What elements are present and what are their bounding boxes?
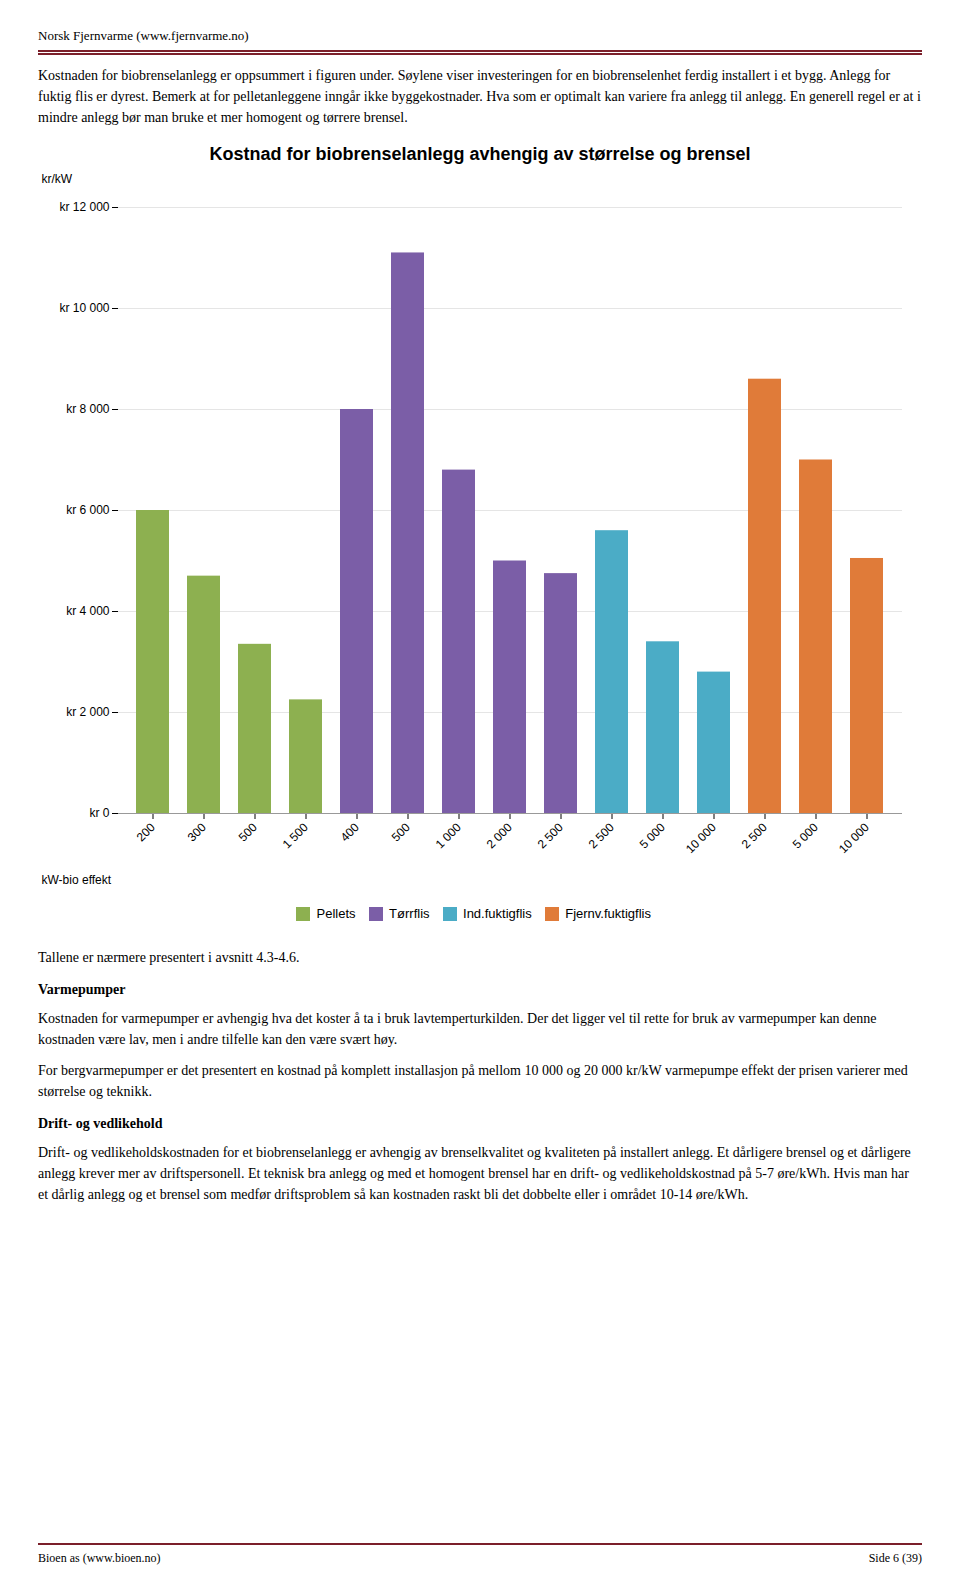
- svg-text:400: 400: [338, 820, 362, 844]
- svg-text:kr 4 000: kr 4 000: [66, 604, 110, 618]
- html-text:Ind.fuktigflis: Ind.fuktigflis: [463, 906, 532, 921]
- svg-text:2 000: 2 000: [484, 820, 515, 851]
- html-text:Drift- og vedlikeholdskostnade: Drift- og vedlikeholdskostnaden for et b…: [38, 1144, 911, 1202]
- svg-text:kr 10 000: kr 10 000: [59, 301, 109, 315]
- html-text:Pellets: Pellets: [316, 906, 356, 921]
- svg-text:kr 6 000: kr 6 000: [66, 503, 110, 517]
- svg-text:10 000: 10 000: [683, 820, 719, 856]
- svg-text:kr 12 000: kr 12 000: [59, 200, 109, 214]
- svg-text:200: 200: [134, 820, 158, 844]
- html-text:Bioen as (www.bioen.no): Bioen as (www.bioen.no): [38, 1551, 161, 1565]
- svg-text:2 500: 2 500: [586, 820, 617, 851]
- svg-text:kr/kW: kr/kW: [42, 172, 73, 186]
- html-text:Kostnaden for biobrenselanlegg: Kostnaden for biobrenselanlegg er oppsum…: [38, 68, 921, 125]
- svg-text:kW-bio effekt: kW-bio effekt: [42, 873, 112, 887]
- svg-text:10 000: 10 000: [836, 820, 872, 856]
- html-text:Tallene er nærmere presentert: Tallene er nærmere presentert i avsnitt …: [38, 949, 300, 965]
- svg-text:2 500: 2 500: [739, 820, 770, 851]
- html-text:Tørrflis: Tørrflis: [389, 906, 430, 921]
- html-text:Norsk Fjernvarme (www.fjernvar: Norsk Fjernvarme (www.fjernvarme.no): [38, 28, 249, 43]
- html-text:For bergvarmepumper er det pre: For bergvarmepumper er det presentert en…: [38, 1062, 908, 1099]
- html-text:Drift- og vedlikehold: Drift- og vedlikehold: [38, 1115, 163, 1131]
- svg-text:1 500: 1 500: [280, 820, 311, 851]
- svg-text:300: 300: [185, 820, 209, 844]
- html-text:Fjernv.fuktigflis: Fjernv.fuktigflis: [565, 906, 651, 921]
- svg-text:2 500: 2 500: [535, 820, 566, 851]
- svg-text:kr 0: kr 0: [89, 806, 109, 820]
- html-text:Varmepumper: Varmepumper: [38, 981, 126, 997]
- html-text:Kostnad for biobrenselanlegg a: Kostnad for biobrenselanlegg avhengig av…: [209, 144, 751, 164]
- svg-text:500: 500: [389, 820, 413, 844]
- html-text:Kostnaden for varmepumper er a: Kostnaden for varmepumper er avhengig hv…: [38, 1010, 877, 1047]
- svg-text:5 000: 5 000: [637, 820, 668, 851]
- svg-text:kr 2 000: kr 2 000: [66, 705, 110, 719]
- svg-text:5 000: 5 000: [790, 820, 821, 851]
- html-text:Side 6 (39): Side 6 (39): [868, 1551, 922, 1565]
- svg-text:1 000: 1 000: [433, 820, 464, 851]
- svg-text:kr 8 000: kr 8 000: [66, 402, 110, 416]
- svg-text:500: 500: [236, 820, 260, 844]
